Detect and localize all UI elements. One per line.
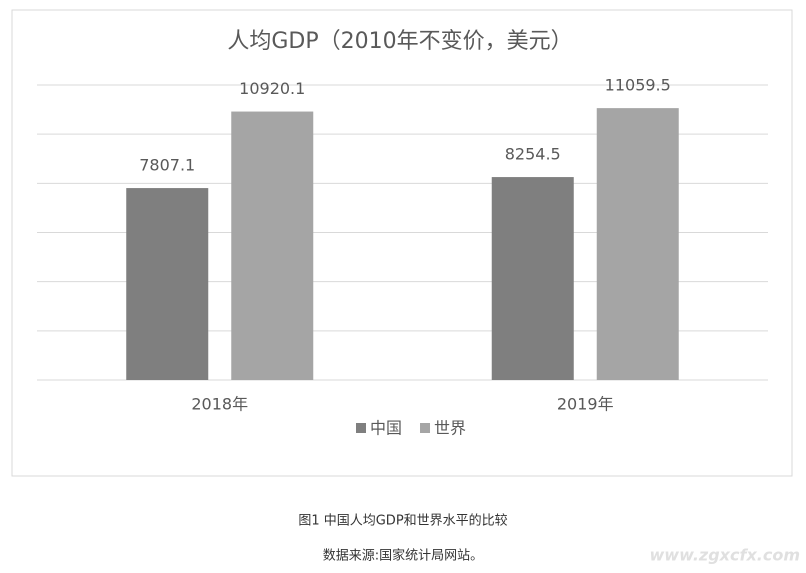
x-tick-label: 2018年	[191, 395, 248, 414]
value-label: 7807.1	[139, 156, 195, 175]
bar	[596, 108, 679, 380]
legend-swatch	[356, 423, 366, 433]
source: 数据来源:国家统计局网站。	[323, 548, 483, 564]
legend-swatch	[420, 423, 431, 433]
caption: 图1 中国人均GDP和世界水平的比较	[298, 513, 507, 529]
legend-label: 世界	[434, 419, 466, 438]
value-label: 8254.5	[505, 145, 561, 164]
value-label: 10920.1	[239, 79, 305, 98]
bar	[491, 177, 574, 380]
legend-label: 中国	[370, 419, 402, 438]
bar	[231, 111, 314, 380]
value-label: 11059.5	[605, 76, 671, 95]
bar	[126, 188, 209, 380]
chart-title: 人均GDP（2010年不变价，美元）	[227, 29, 572, 54]
watermark: www.zgxcfx.com	[650, 546, 800, 565]
x-tick-label: 2019年	[557, 395, 614, 414]
